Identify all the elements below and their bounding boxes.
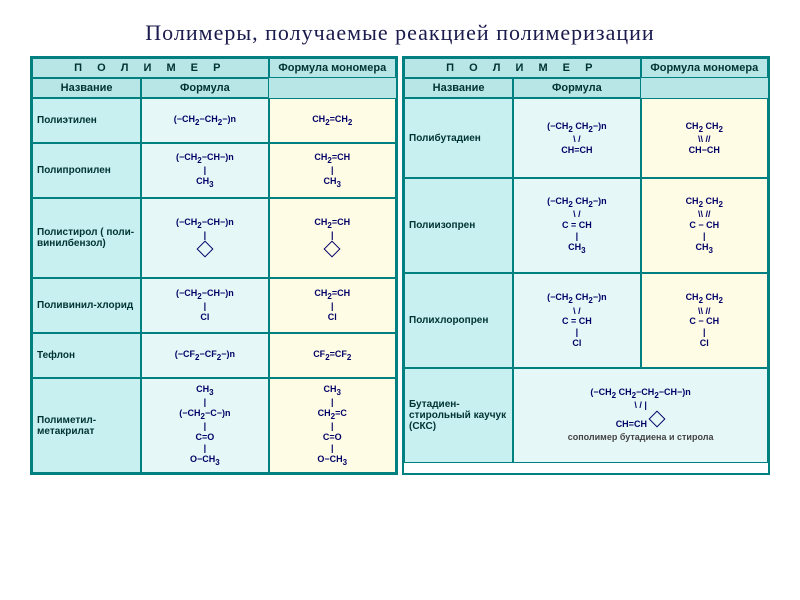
polymer-formula: (−CH2 CH2−)n\ /C = CH|CH3 — [513, 178, 640, 273]
polymer-name: Бутадиен-стирольный каучук (СКС) — [404, 368, 513, 463]
table-row: Полиметил-метакрилатCH3|(−CH2−C−)n|C=O|O… — [32, 378, 396, 473]
table-row: Тефлон(−CF2−CF2−)nCF2=CF2 — [32, 333, 396, 378]
header-monomer-r: Формула мономера — [641, 58, 768, 78]
right-table: П О Л И М Е Р Формула мономера Название … — [402, 56, 770, 475]
polymer-name: Тефлон — [32, 333, 141, 378]
table-row: Полиэтилен(−CH2−CH2−)nCH2=CH2 — [32, 98, 396, 143]
header-monomer: Формула мономера — [269, 58, 396, 78]
polymer-name: Полиэтилен — [32, 98, 141, 143]
header-name: Название — [32, 78, 141, 98]
header-polymer-r: П О Л И М Е Р — [404, 58, 641, 78]
monomer-formula: CH2 CH2\\ //C − CH|CH3 — [641, 178, 768, 273]
polymer-formula: (−CH2 CH2−)n\ /C = CH|Cl — [513, 273, 640, 368]
polymer-name: Полиизопрен — [404, 178, 513, 273]
monomer-formula: CH2=CH|CH3 — [269, 143, 396, 198]
table-row: Полибутадиен(−CH2 CH2−)n\ /CH=CHCH2 CH2\… — [404, 98, 768, 178]
polymer-name: Полистирол ( поли-винилбензол) — [32, 198, 141, 278]
table-row: Полипропилен(−CH2−CH−)n|CH3CH2=CH|CH3 — [32, 143, 396, 198]
polymer-formula: (−CH2 CH2−)n\ /CH=CH — [513, 98, 640, 178]
left-table: П О Л И М Е Р Формула мономера Название … — [30, 56, 398, 475]
right-body: Полибутадиен(−CH2 CH2−)n\ /CH=CHCH2 CH2\… — [404, 98, 768, 463]
left-body: Полиэтилен(−CH2−CH2−)nCH2=CH2Полипропиле… — [32, 98, 396, 473]
monomer-formula: CH3|CH2=C|C=O|O−CH3 — [269, 378, 396, 473]
header-name-r: Название — [404, 78, 513, 98]
table-row: Поливинил-хлорид(−CH2−CH−)n|ClCH2=CH|Cl — [32, 278, 396, 333]
monomer-formula: CF2=CF2 — [269, 333, 396, 378]
monomer-formula: CH2=CH2 — [269, 98, 396, 143]
header-formula: Формула — [141, 78, 268, 98]
polymer-name: Полипропилен — [32, 143, 141, 198]
polymer-formula: (−CH2−CH−)n|Cl — [141, 278, 268, 333]
table-row: Бутадиен-стирольный каучук (СКС)(−CH2 CH… — [404, 368, 768, 463]
monomer-formula: CH2=CH| — [269, 198, 396, 278]
polymer-formula: (−CF2−CF2−)n — [141, 333, 268, 378]
page-title: Полимеры, получаемые реакцией полимериза… — [30, 20, 770, 46]
monomer-formula: CH2=CH|Cl — [269, 278, 396, 333]
polymer-formula: (−CH2−CH−)n|CH3 — [141, 143, 268, 198]
header-polymer: П О Л И М Е Р — [32, 58, 269, 78]
polymer-formula: CH3|(−CH2−C−)n|C=O|O−CH3 — [141, 378, 268, 473]
monomer-formula: CH2 CH2\\ //CH−CH — [641, 98, 768, 178]
polymer-name: Полихлоропрен — [404, 273, 513, 368]
table-row: Полихлоропрен(−CH2 CH2−)n\ /C = CH|ClCH2… — [404, 273, 768, 368]
polymer-formula: (−CH2−CH2−)n — [141, 98, 268, 143]
polymer-formula: (−CH2−CH−)n| — [141, 198, 268, 278]
polymer-formula: (−CH2 CH2−CH2−CH−)n\ / |CH=CH сополимер … — [513, 368, 768, 463]
table-row: Полиизопрен(−CH2 CH2−)n\ /C = CH|CH3CH2 … — [404, 178, 768, 273]
header-formula-r: Формула — [513, 78, 640, 98]
polymer-name: Полибутадиен — [404, 98, 513, 178]
tables-container: П О Л И М Е Р Формула мономера Название … — [30, 56, 770, 475]
monomer-formula: CH2 CH2\\ //C − CH|Cl — [641, 273, 768, 368]
table-row: Полистирол ( поли-винилбензол)(−CH2−CH−)… — [32, 198, 396, 278]
polymer-name: Полиметил-метакрилат — [32, 378, 141, 473]
polymer-name: Поливинил-хлорид — [32, 278, 141, 333]
